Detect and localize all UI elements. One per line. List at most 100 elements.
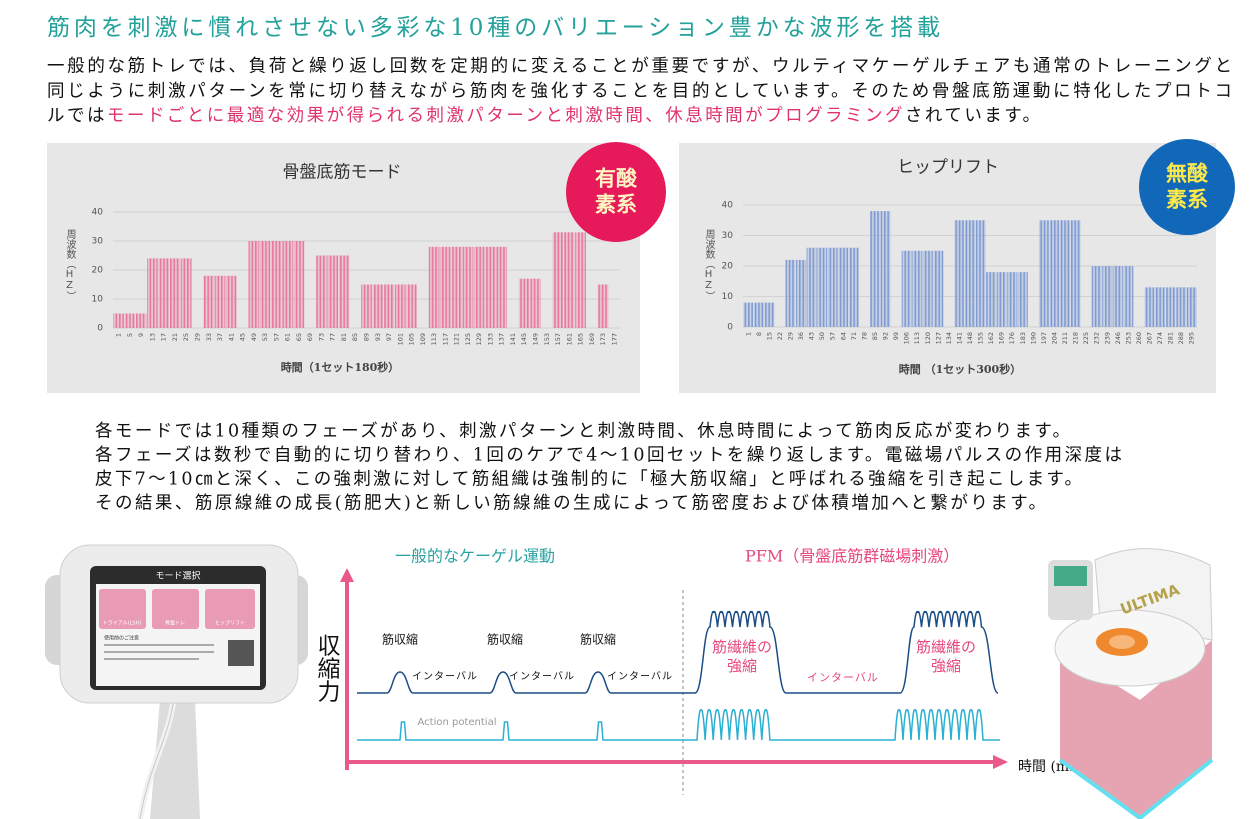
x-tick-label: 148 (966, 332, 974, 344)
x-tick-label: 22 (776, 332, 784, 340)
intro-text: されています。 (905, 106, 1040, 126)
y-tick-label: 0 (727, 323, 733, 333)
axis-arrow (993, 755, 1008, 769)
bar (124, 313, 136, 328)
y-tick-label: 0 (97, 324, 103, 334)
mode-tile (205, 589, 255, 629)
bar (975, 220, 986, 327)
x-tick-label: 288 (1177, 332, 1185, 344)
x-tick-label: 153 (543, 333, 551, 345)
bar (214, 275, 226, 328)
chart-title: 骨盤底筋モード (283, 163, 402, 183)
x-tick-label: 204 (1050, 332, 1058, 344)
chair-panel-screen (1054, 566, 1087, 586)
bar (785, 259, 796, 327)
intro-line: 同じように刺激パターンを常に切り替えながら筋肉を強化することを目的としています。… (47, 82, 1232, 102)
x-tick-label: 15 (765, 332, 773, 340)
intro-text: ルでは (47, 106, 104, 126)
interval-label: インターバル (412, 671, 478, 683)
bar (113, 313, 124, 328)
bar (496, 246, 508, 328)
bar (327, 255, 339, 328)
badge-text: 素系 (1166, 187, 1208, 212)
x-tick-label: 281 (1167, 332, 1175, 344)
y-tick-label: 20 (92, 266, 104, 276)
x-tick-label: 61 (284, 333, 292, 341)
bar (743, 302, 754, 327)
x-tick-label: 45 (239, 333, 247, 341)
x-tick-label: 21 (171, 333, 179, 341)
x-tick-label: 169 (998, 332, 1006, 344)
x-tick-label: 137 (498, 333, 506, 345)
x-tick-label: 8 (755, 332, 763, 336)
x-tick-label: 29 (787, 332, 795, 340)
x-tick-label: 25 (182, 333, 190, 341)
y-tick-label: 20 (722, 262, 734, 272)
bar (147, 258, 158, 328)
bar (428, 246, 440, 328)
x-tick-label: 129 (475, 333, 483, 345)
bar (1038, 220, 1049, 327)
bar (248, 241, 260, 328)
contraction-label: 筋収縮 (580, 632, 616, 647)
x-tick-label: 169 (588, 333, 596, 345)
x-tick-label: 120 (924, 332, 932, 344)
bar (158, 258, 170, 328)
body-line: 各モードでは10種類のフェーズがあり、刺激パターンと刺激時間、休息時間によって筋… (95, 422, 1070, 442)
bar (1186, 287, 1197, 327)
x-tick-label: 97 (385, 333, 393, 341)
x-tick-label: 89 (363, 333, 371, 341)
bar (135, 313, 147, 328)
action-potential-wave (357, 709, 1000, 741)
intro-highlight: モードごとに最適な効果が得られる刺激パターンと刺激時間、休息時間がプログラミング (107, 106, 903, 126)
badge-text: 素系 (595, 192, 637, 217)
x-tick-label: 33 (205, 333, 213, 341)
notice-line (104, 658, 199, 660)
x-tick-label: 246 (1114, 332, 1122, 344)
x-tick-label: 197 (1040, 332, 1048, 344)
bar (293, 241, 305, 328)
bar (282, 241, 293, 328)
x-tick-label: 141 (509, 333, 517, 345)
tetanus-label: 強縮 (931, 657, 961, 675)
page-title: 筋肉を刺激に慣れさせない多彩な10種のバリエーション豊かな波形を搭載 (47, 15, 940, 41)
x-tick-label: 69 (306, 333, 314, 341)
chart-title: ヒップリフト (897, 158, 999, 178)
y-axis-label: 周波数（HZ） (64, 229, 76, 301)
bar (406, 284, 417, 328)
bar (383, 284, 395, 328)
x-tick-label: 183 (1019, 332, 1027, 344)
bar (372, 284, 384, 328)
bar (1060, 220, 1071, 327)
x-tick-label: 267 (1145, 332, 1153, 344)
x-tick-label: 9 (137, 333, 145, 337)
y-tick-label: 30 (722, 231, 734, 241)
tetanus-label: 強縮 (727, 657, 757, 675)
chair: ULTIMA (1048, 548, 1214, 819)
bar (1091, 266, 1102, 327)
bar (838, 247, 849, 327)
bar (451, 246, 462, 328)
x-tick-label: 71 (850, 332, 858, 340)
bar (552, 232, 564, 328)
badge-text: 無酸 (1166, 161, 1209, 186)
bar (817, 247, 828, 327)
device-pole (150, 700, 200, 819)
x-tick-label: 260 (1135, 332, 1143, 344)
x-tick-label: 173 (599, 333, 607, 345)
y-tick-label: 10 (722, 292, 734, 302)
bar (764, 302, 775, 327)
x-axis-label: 時間 （1セット300秒） (899, 362, 1021, 376)
x-tick-label: 105 (408, 333, 416, 345)
bar (316, 255, 327, 328)
bar (848, 247, 859, 327)
bar (1070, 220, 1081, 327)
bar (806, 247, 817, 327)
x-tick-label: 13 (148, 333, 156, 341)
x-tick-label: 125 (464, 333, 472, 345)
bar (462, 246, 474, 328)
bar (259, 241, 271, 328)
bar (796, 259, 807, 327)
x-tick-label: 149 (532, 333, 540, 345)
